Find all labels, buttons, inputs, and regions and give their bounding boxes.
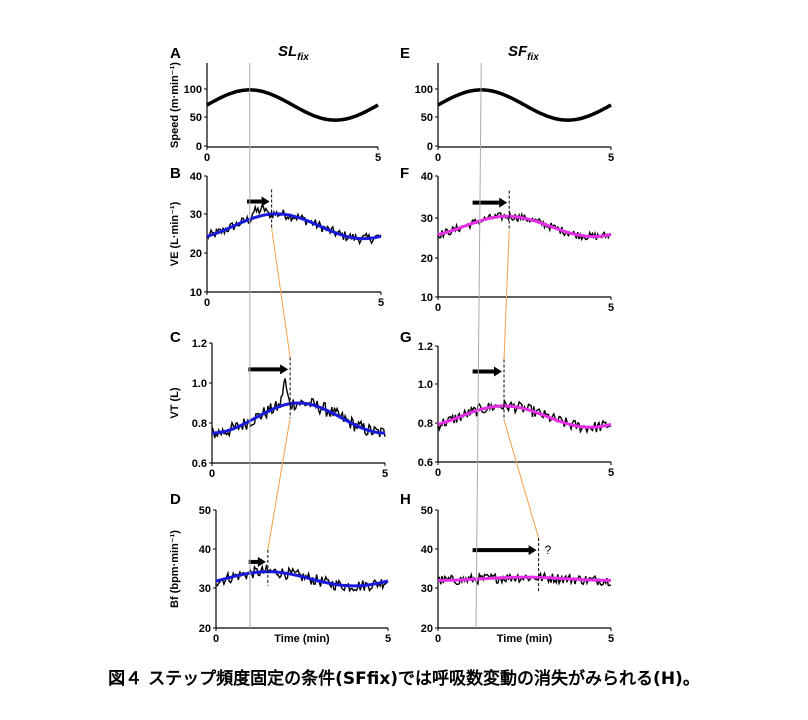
- fit-curve-H: [438, 575, 611, 582]
- link-line-f-g: [503, 230, 510, 360]
- y-tick-label-H: 30: [421, 583, 433, 595]
- y-tick-label-A: 100: [184, 84, 202, 96]
- panel-E: E 0 50 100 0 5: [400, 45, 614, 164]
- y-tick-label-G: 1.2: [418, 341, 433, 353]
- x-tick-label-G: 0: [435, 467, 441, 479]
- y-tick-label-D: 50: [199, 505, 211, 517]
- link-line-g-h: [503, 419, 540, 539]
- y-tick-label-H: 50: [421, 505, 433, 517]
- panel-C: C 0.6 0.8 1.0 1.2 0 5 VT (L): [169, 329, 388, 480]
- x-tick-label-D: 0: [213, 633, 219, 645]
- panel-letter-C: C: [170, 329, 181, 346]
- speed-curve-E: [437, 88, 612, 122]
- panel-H: H 20 30 40 50 0 5? Time (min): [400, 491, 614, 645]
- phase-arrowhead-D: [257, 556, 266, 567]
- x-tick-label-H: 0: [435, 633, 441, 645]
- y-tick-label-E: 100: [415, 84, 433, 96]
- y-tick-label-D: 40: [199, 544, 211, 556]
- y-tick-label-F: 40: [421, 171, 433, 183]
- column-title-sub: fix: [527, 52, 539, 63]
- fit-curve-G: [437, 404, 612, 429]
- panel-letter-B: B: [170, 165, 181, 182]
- x-tick-label-A: 5: [375, 152, 381, 164]
- y-tick-label-E: 0: [427, 141, 433, 153]
- panel-F: F 10 20 30 40 0 5: [400, 165, 614, 314]
- y-tick-label-G: 1.0: [418, 379, 433, 391]
- fit-curve-D: [215, 570, 389, 588]
- link-line-b-c: [271, 228, 291, 358]
- fit-curve-B: [206, 212, 382, 241]
- y-tick-label-C: 1.0: [192, 378, 207, 390]
- y-tick-label-G: 0.8: [418, 418, 433, 430]
- x-tick-label-E: 0: [435, 152, 441, 164]
- y-axis-label-D: Bf (bpm·min⁻¹): [169, 530, 181, 608]
- panel-letter-H: H: [400, 491, 411, 508]
- panel-letter-F: F: [400, 165, 409, 182]
- measured-trace-D: [215, 563, 389, 593]
- x-tick-label-A: 0: [204, 152, 210, 164]
- fit-curve-F: [437, 214, 612, 238]
- fit-curve-C: [212, 401, 385, 435]
- x-tick-label-F: 5: [608, 302, 614, 314]
- y-axis-label-C: VT (L): [169, 387, 181, 418]
- y-tick-label-B: 30: [190, 209, 202, 221]
- panel-B: B 10 20 30 40 0 5 VE (L·min⁻¹): [169, 165, 384, 309]
- y-tick-label-A: 0: [196, 141, 202, 153]
- column-title-main: SF: [508, 43, 528, 60]
- y-tick-label-D: 20: [199, 623, 211, 635]
- x-axis-label-H: Time (min): [497, 633, 553, 645]
- x-tick-label-F: 0: [435, 302, 441, 314]
- y-tick-label-C: 0.8: [192, 418, 207, 430]
- y-axis-label-A: Speed (m·min⁻¹): [169, 62, 181, 148]
- x-tick-label-G: 5: [608, 467, 614, 479]
- link-line-c-d: [267, 417, 291, 551]
- phase-arrowhead-F: [499, 197, 508, 208]
- panel-D: D 20 30 40 50 0 5 Bf (bpm·min⁻¹) Time (min): [169, 491, 391, 645]
- y-tick-label-B: 20: [190, 248, 202, 260]
- panel-G: G 0.6 0.8 1.0 1.2 0 5: [400, 329, 614, 479]
- speed-curve-A: [206, 88, 379, 122]
- y-tick-label-E: 50: [421, 112, 433, 124]
- y-tick-label-B: 40: [190, 171, 202, 183]
- y-axis-label-B: VE (L·min⁻¹): [169, 201, 181, 266]
- y-tick-label-F: 10: [421, 292, 433, 304]
- column-title-2: SFfix: [508, 43, 539, 63]
- panel-letter-A: A: [170, 45, 181, 62]
- x-tick-label-B: 5: [378, 297, 384, 309]
- x-tick-label-E: 5: [608, 152, 614, 164]
- uncertain-note-H: ?: [545, 543, 552, 557]
- x-tick-label-C: 0: [209, 468, 215, 480]
- phase-arrowhead-C: [280, 364, 289, 375]
- x-tick-label-B: 0: [204, 297, 210, 309]
- y-tick-label-B: 10: [190, 287, 202, 299]
- y-tick-label-D: 30: [199, 583, 211, 595]
- y-tick-label-F: 20: [421, 253, 433, 265]
- y-tick-label-H: 20: [421, 623, 433, 635]
- y-tick-label-F: 30: [421, 213, 433, 225]
- panel-A: A 0 50 100 0 5 Speed (m·min⁻¹): [169, 45, 381, 164]
- panel-letter-E: E: [400, 45, 410, 62]
- y-tick-label-C: 1.2: [192, 338, 207, 350]
- reference-line-right: [475, 62, 482, 629]
- column-title-sub: fix: [297, 52, 309, 63]
- phase-arrowhead-B: [261, 196, 270, 207]
- y-tick-label-A: 50: [190, 112, 202, 124]
- x-tick-label-H: 5: [608, 633, 614, 645]
- y-tick-label-H: 40: [421, 544, 433, 556]
- panel-letter-G: G: [400, 329, 412, 346]
- x-axis-label-D: Time (min): [274, 633, 330, 645]
- x-tick-label-D: 5: [385, 633, 391, 645]
- phase-arrowhead-H: [528, 545, 537, 556]
- panel-letter-D: D: [170, 491, 181, 508]
- phase-arrowhead-G: [494, 366, 503, 377]
- measured-trace-C: [211, 378, 386, 439]
- y-tick-label-C: 0.6: [192, 458, 207, 470]
- y-tick-label-G: 0.6: [418, 457, 433, 469]
- x-tick-label-C: 5: [382, 468, 388, 480]
- figure-caption: 図４ ステップ頻度固定の条件(SFfix)では呼吸数変動の消失がみられる(H)。: [108, 669, 700, 689]
- column-title-main: SL: [278, 43, 297, 60]
- column-title-1: SLfix: [278, 43, 309, 63]
